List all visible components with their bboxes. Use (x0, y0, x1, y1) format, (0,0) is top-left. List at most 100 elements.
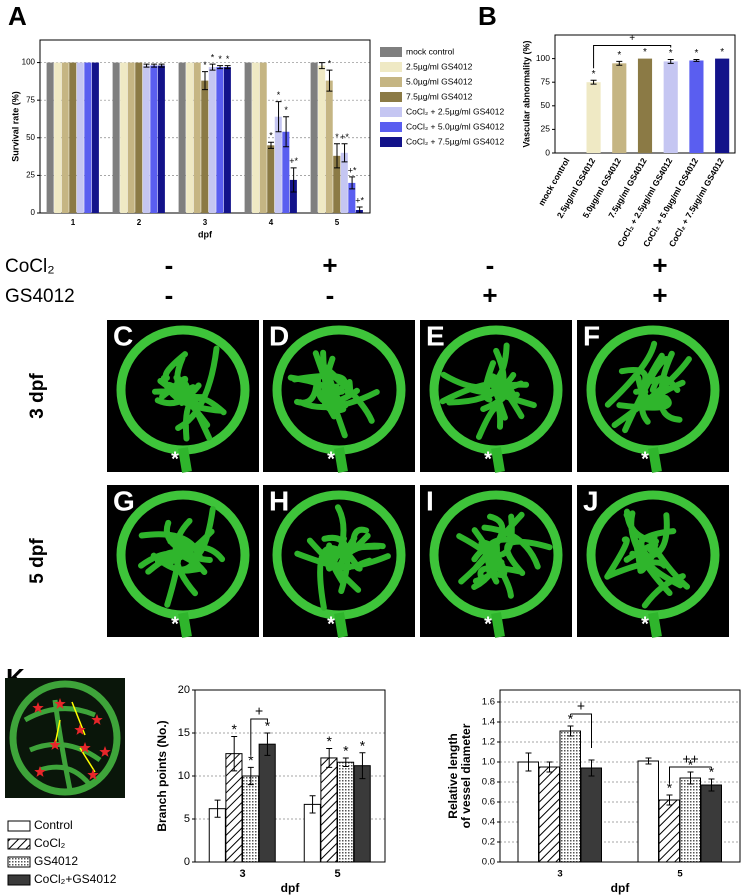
error-bar (309, 795, 316, 814)
significance-label: +* (340, 132, 349, 142)
vessel-marker: * (641, 613, 649, 635)
vessels (439, 342, 537, 440)
error-bar (143, 63, 150, 68)
x-tick-label: 3 (203, 218, 208, 227)
bar (244, 62, 252, 213)
vessel-image: E* (420, 320, 572, 473)
x-tick-label: 5 (334, 868, 340, 880)
x-axis-title: dpf (611, 881, 631, 895)
y-tick-label: 100 (22, 58, 36, 67)
bar (186, 62, 194, 213)
x-tick-label: 2 (137, 218, 142, 227)
vessel-image: C* (107, 320, 259, 473)
bar (580, 767, 602, 863)
legend-label: CoCl₂ + 7.5µg/ml GS4012 (406, 136, 504, 146)
condition-label: CoCl₂ (5, 256, 55, 277)
vessel-marker: * (484, 613, 492, 635)
condition-mark: - (165, 280, 174, 310)
significance-label: * (568, 711, 574, 727)
significance-label: * (284, 105, 288, 115)
error-bar (616, 60, 623, 66)
significance-label: * (218, 54, 222, 64)
bar (76, 62, 84, 213)
y-tick-label: 0 (545, 147, 550, 157)
x-tick-label: 5 (677, 869, 683, 880)
error-bar (151, 63, 158, 68)
panel-label: G (113, 485, 135, 516)
error-bar (283, 116, 290, 148)
bar (208, 67, 216, 213)
y-tick-label: 1.6 (482, 697, 495, 708)
bar (658, 799, 680, 863)
bar (142, 65, 150, 213)
panel-label: I (426, 485, 434, 516)
condition-mark: + (322, 250, 337, 280)
error-bar (693, 59, 700, 62)
bar (679, 777, 701, 863)
condition-mark: + (482, 280, 497, 310)
bar (637, 760, 659, 863)
error-bar (326, 747, 333, 768)
significance-bracket (570, 713, 592, 748)
bar (150, 65, 158, 213)
branch-star (99, 746, 111, 757)
plot-frame (499, 689, 741, 863)
error-bar (275, 101, 282, 133)
condition-mark: - (326, 280, 335, 310)
bar (135, 62, 143, 213)
y-tick-label: 75 (26, 95, 35, 104)
significance-label: * (688, 757, 694, 773)
panel-label: D (269, 320, 289, 351)
bar (267, 145, 275, 213)
bar (320, 757, 338, 863)
bar (91, 62, 99, 213)
significance-label: * (335, 132, 339, 142)
bar (663, 61, 678, 153)
legend-label: CoCl₂ (34, 836, 66, 850)
x-tick-label: 4 (269, 218, 274, 227)
vessel-marker: * (171, 613, 179, 635)
legend-swatch (380, 62, 402, 72)
significance-label: * (360, 737, 366, 753)
legend-swatch (380, 47, 402, 57)
vessels (152, 345, 227, 442)
vessel-stem (178, 612, 192, 638)
x-axis-title: dpf (198, 229, 213, 239)
y-axis-title: Vascular abnormality (%) (521, 40, 531, 147)
bar (69, 62, 77, 213)
legend-label: 2.5µg/ml GS4012 (406, 61, 473, 71)
y-tick-label: 0.2 (482, 837, 495, 848)
vessel-image: J* (577, 485, 729, 638)
error-bar (359, 752, 366, 780)
significance-label: * (328, 58, 332, 68)
vessel-stem (178, 447, 192, 473)
bar (348, 182, 356, 213)
bar (259, 62, 267, 213)
vessel-image: D* (263, 320, 415, 473)
error-bar (326, 69, 333, 92)
legend-label: CoCl₂+GS4012 (34, 872, 117, 886)
vessel-stem (334, 612, 348, 638)
bar (637, 58, 653, 153)
error-bar (687, 771, 694, 785)
error-bar (645, 757, 652, 765)
y-tick-label: 1.4 (482, 717, 495, 728)
significance-label: +* (348, 165, 357, 175)
vessel-marker: * (327, 448, 335, 470)
legend-swatch (380, 122, 402, 132)
significance-label: +* (355, 195, 364, 205)
legend-label: 7.5µg/ml GS4012 (406, 91, 473, 101)
error-bar (231, 735, 238, 772)
bar (216, 67, 224, 213)
bar (258, 743, 276, 863)
inset-image (5, 678, 125, 798)
error-bar (342, 757, 349, 768)
bar (517, 761, 539, 863)
significance-bracket (593, 45, 672, 69)
bar (337, 761, 355, 863)
panel-label: J (583, 485, 599, 516)
error-bar (567, 725, 574, 737)
x-tick-label: 5 (335, 218, 340, 227)
vessel-marker: * (327, 613, 335, 635)
legend-swatch (7, 838, 31, 850)
